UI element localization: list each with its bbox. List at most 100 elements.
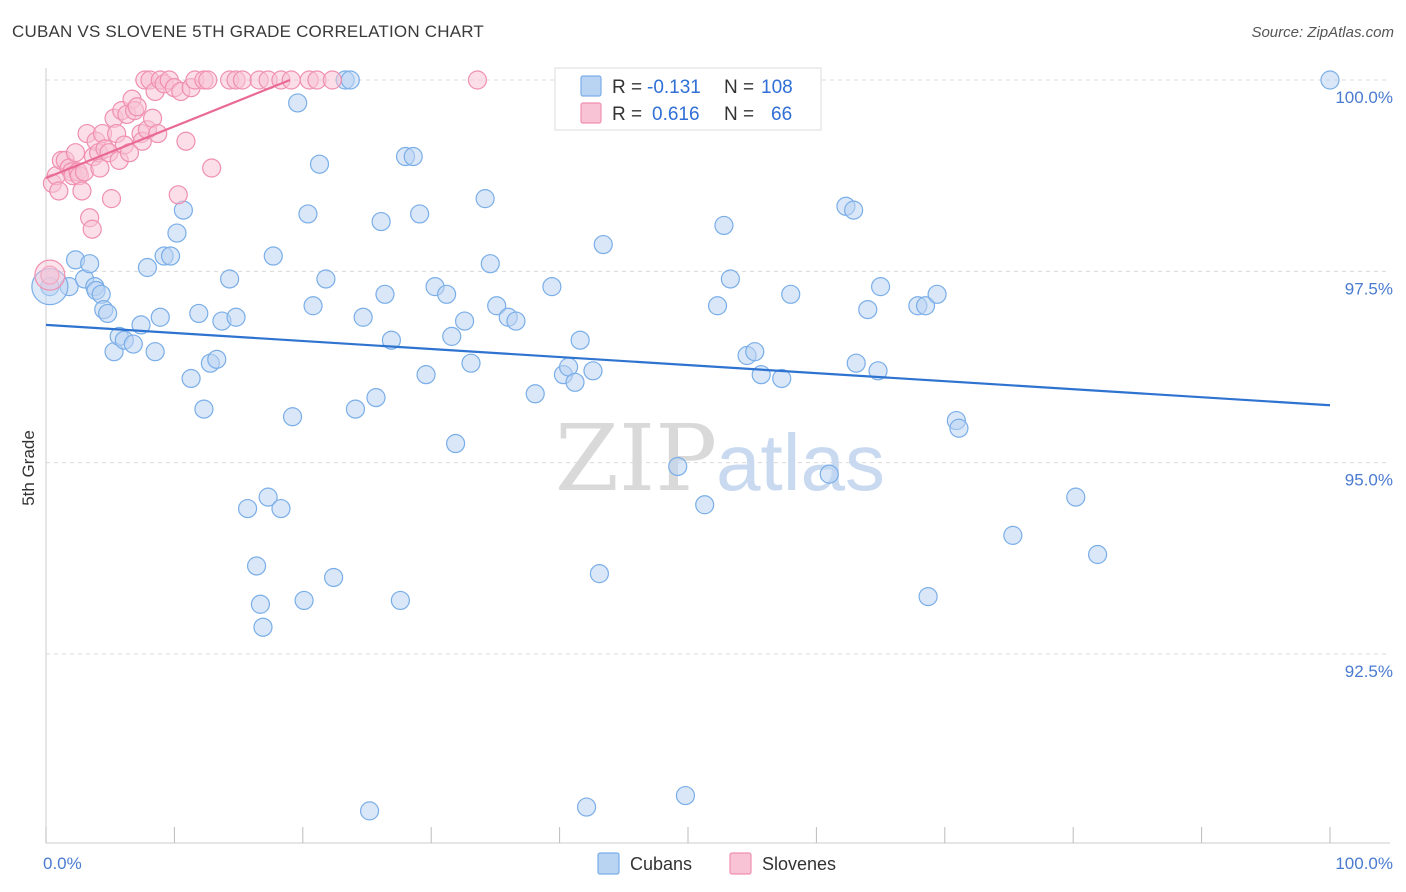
y-tick-label: 95.0% [1345,471,1393,490]
cuban-point-58 [416,365,436,385]
y-tick-label: 100.0% [1335,88,1393,107]
cuban-point-107 [1320,70,1340,90]
bottom-legend-slovenes: Slovenes [762,854,836,874]
cuban-point-67 [487,296,507,316]
cuban-point-34 [258,487,278,507]
cuban-point-28 [220,269,240,289]
source-label: Source: ZipAtlas.com [1251,24,1394,41]
cuban-point-38 [288,93,308,113]
watermark: ZIP atlas [555,405,885,512]
bottom-legend-cubans: Cubans [630,854,692,874]
slovene-point-34 [127,97,147,117]
cuban-point-36 [271,498,291,519]
cuban-point-53 [381,330,401,350]
cuban-point-56 [403,146,423,167]
cuban-point-77 [583,361,603,381]
cuban-point-83 [707,296,728,316]
slovene-point-57 [232,70,253,90]
slovene-point-54 [202,158,222,178]
cuban-point-94 [846,353,866,373]
cuban-point-51 [371,211,391,232]
cuban-point-24 [194,399,214,419]
cuban-point-97 [870,277,891,297]
slovene-point-12 [72,181,92,201]
slovene-point-65 [467,70,488,90]
stats-legend: R = -0.131 N = 108 R = 0.616 N = 66 [554,67,822,131]
cuban-point-32 [250,594,271,614]
legend-r-label-slovene: R = [612,104,642,125]
cuban-point-23 [189,303,209,324]
y-tick-label: 92.5% [1345,662,1393,681]
cuban-point-22 [181,368,201,389]
cuban-point-31 [246,556,267,576]
cuban-point-4 [80,254,100,274]
cuban-point-57 [410,204,430,224]
cuban-point-39 [294,590,314,611]
cuban-point-50 [366,388,386,408]
slovene-trend-line [45,78,291,179]
legend-swatch-cuban [580,75,602,97]
legend-r-value-cuban: -0.131 [647,77,701,98]
cuban-point-91 [819,464,839,484]
legend-n-value-cuban: 108 [761,77,793,98]
cuban-point-63 [454,311,475,331]
chart-title: CUBAN VS SLOVENE 5TH GRADE CORRELATION C… [12,22,484,41]
cuban-point-40 [298,204,318,224]
cuban-point-69 [506,311,526,331]
slovene-point-0 [40,265,60,285]
cuban-point-37 [282,407,303,427]
cuban-point-29 [226,307,246,327]
cuban-point-54 [390,590,410,611]
cuban-point-14 [131,315,151,335]
cuban-point-81 [675,785,696,806]
cuban-point-9 [98,303,118,324]
cuban-point-61 [442,326,462,346]
cuban-point-78 [589,564,610,584]
cuban-point-103 [949,418,969,438]
slovene-point-16 [82,219,102,239]
cuban-point-66 [480,254,500,274]
cuban-point-62 [445,433,466,454]
x-tick-label-max: 100.0% [1335,854,1393,873]
legend-n-label-cuban: N = [724,77,754,98]
slovene-point-53 [198,70,218,90]
cuban-point-90 [781,284,801,304]
cuban-point-95 [858,300,878,320]
slovene-point-49 [176,131,196,151]
axes [45,68,1390,844]
cuban-point-47 [345,399,366,419]
legend-n-label-slovene: N = [724,104,754,125]
cuban-point-42 [309,154,330,174]
cuban-point-60 [437,284,457,304]
cuban-point-70 [525,384,545,404]
legend-r-value-slovene: 0.616 [652,104,700,125]
cuban-point-106 [1087,544,1108,565]
bottom-legend-swatch-slovenes [729,852,752,875]
cuban-point-46 [340,70,360,90]
slovene-point-large [34,259,66,291]
watermark-zip: ZIP [555,405,717,512]
cuban-point-82 [695,495,715,515]
cuban-point-105 [1066,487,1086,507]
slovene-point-61 [281,70,301,90]
cuban-point-93 [844,200,864,220]
cuban-point-100 [918,586,938,607]
x-tick-label-min: 0.0% [43,854,82,873]
cuban-point-71 [542,277,562,297]
cuban-point-80 [668,456,688,477]
series-legend: Cubans Slovenes [597,852,836,875]
slovene-point-24 [101,189,122,209]
cuban-point-89 [772,368,792,389]
trend-lines [45,78,1331,407]
cuban-point-33 [253,617,273,637]
cuban-point-99 [915,296,936,316]
cuban-point-85 [720,269,740,289]
cuban-point-15 [137,257,158,278]
slovene-point-9 [65,143,86,163]
cuban-point-96 [868,361,888,381]
cuban-point-44 [324,567,344,588]
y-axis-label: 5th Grade [19,430,38,506]
x-tick-labels: 0.0% 100.0% [43,854,1393,873]
cuban-point-79 [593,234,613,255]
slovene-point-20 [90,158,110,178]
